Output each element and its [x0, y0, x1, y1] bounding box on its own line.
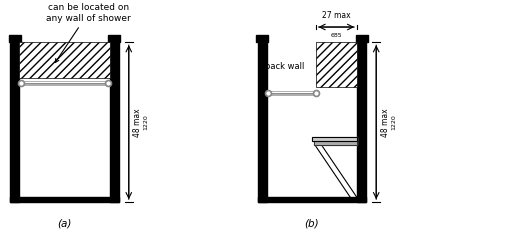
Bar	[316, 42, 357, 87]
Bar	[258, 197, 366, 202]
Text: back wall: back wall	[265, 63, 305, 71]
Bar	[312, 137, 357, 141]
Bar	[314, 141, 357, 145]
Bar	[9, 35, 21, 42]
Text: 48 max: 48 max	[381, 108, 390, 137]
Text: (a): (a)	[57, 219, 72, 229]
Bar	[110, 42, 119, 202]
Text: 1220: 1220	[391, 114, 396, 130]
Bar	[314, 141, 357, 145]
Bar	[10, 42, 19, 202]
Bar	[258, 42, 267, 202]
Bar	[19, 42, 110, 78]
Bar	[108, 35, 120, 42]
Bar	[356, 35, 368, 42]
Text: 685: 685	[330, 33, 342, 38]
Bar	[357, 42, 366, 202]
Text: 48 max: 48 max	[133, 108, 142, 137]
Text: can be located on
any wall of shower: can be located on any wall of shower	[46, 3, 131, 63]
Bar	[256, 35, 268, 42]
Bar	[10, 197, 119, 202]
Text: 1220: 1220	[143, 114, 148, 130]
Bar	[312, 137, 357, 141]
Text: 27 max: 27 max	[322, 11, 350, 20]
Text: (b): (b)	[305, 219, 319, 229]
